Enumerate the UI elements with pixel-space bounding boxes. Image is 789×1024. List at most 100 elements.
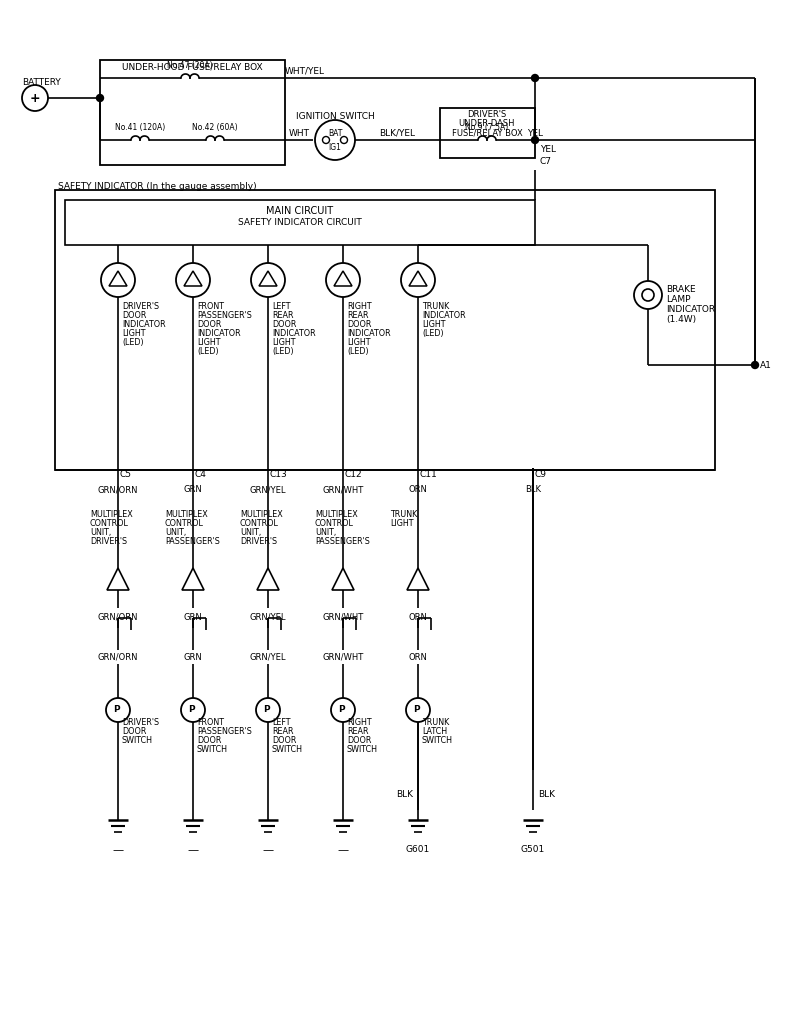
Text: No.47 (20A): No.47 (20A) xyxy=(167,61,213,70)
Text: SWITCH: SWITCH xyxy=(422,736,453,745)
Text: FRONT: FRONT xyxy=(197,302,224,311)
Text: REAR: REAR xyxy=(272,727,294,736)
Text: REAR: REAR xyxy=(272,311,294,319)
Text: —: — xyxy=(338,845,349,855)
Text: PASSENGER'S: PASSENGER'S xyxy=(165,537,220,546)
Text: LIGHT: LIGHT xyxy=(122,329,145,338)
Text: CONTROL: CONTROL xyxy=(165,519,204,528)
Text: ORN: ORN xyxy=(409,613,428,622)
Text: SWITCH: SWITCH xyxy=(122,736,153,745)
Text: INDICATOR: INDICATOR xyxy=(197,329,241,338)
Text: ORN: ORN xyxy=(409,653,428,662)
Text: CONTROL: CONTROL xyxy=(315,519,354,528)
Text: —: — xyxy=(113,845,124,855)
Text: GRN/WHT: GRN/WHT xyxy=(323,613,364,622)
Text: P: P xyxy=(188,706,194,715)
Text: CONTROL: CONTROL xyxy=(90,519,129,528)
Text: LAMP: LAMP xyxy=(666,295,690,304)
Text: C12: C12 xyxy=(345,470,363,479)
Text: C9: C9 xyxy=(535,470,547,479)
Text: LIGHT: LIGHT xyxy=(390,519,413,528)
Text: MULTIPLEX: MULTIPLEX xyxy=(90,510,133,519)
Text: P: P xyxy=(338,706,344,715)
Text: MULTIPLEX: MULTIPLEX xyxy=(165,510,208,519)
Text: No.42 (60A): No.42 (60A) xyxy=(193,123,237,132)
Circle shape xyxy=(323,136,330,143)
Text: SAFETY INDICATOR (In the gauge assembly): SAFETY INDICATOR (In the gauge assembly) xyxy=(58,182,256,191)
Text: PASSENGER'S: PASSENGER'S xyxy=(197,311,252,319)
Text: DOOR: DOOR xyxy=(347,736,372,745)
Circle shape xyxy=(341,136,347,143)
Bar xyxy=(65,200,535,245)
Circle shape xyxy=(251,263,285,297)
Text: REAR: REAR xyxy=(347,311,368,319)
Text: (LED): (LED) xyxy=(197,347,219,356)
Text: DOOR: DOOR xyxy=(347,319,372,329)
Text: BLK/YEL: BLK/YEL xyxy=(379,129,415,138)
Text: No.41 (120A): No.41 (120A) xyxy=(115,123,165,132)
Text: GRN/WHT: GRN/WHT xyxy=(323,653,364,662)
Text: SWITCH: SWITCH xyxy=(197,745,228,754)
Text: RIGHT: RIGHT xyxy=(347,302,372,311)
Circle shape xyxy=(401,263,435,297)
Text: GRN/WHT: GRN/WHT xyxy=(323,485,364,495)
Text: FRONT: FRONT xyxy=(197,718,224,727)
Text: BAT: BAT xyxy=(327,129,342,138)
Text: GRN/ORN: GRN/ORN xyxy=(98,485,138,495)
Circle shape xyxy=(751,361,758,369)
Text: RIGHT: RIGHT xyxy=(347,718,372,727)
Text: TRUNK: TRUNK xyxy=(422,302,449,311)
Text: UNDER-HOOD FUSE/RELAY BOX: UNDER-HOOD FUSE/RELAY BOX xyxy=(122,62,262,71)
Text: LIGHT: LIGHT xyxy=(422,319,446,329)
Text: LIGHT: LIGHT xyxy=(197,338,220,347)
Text: LATCH: LATCH xyxy=(422,727,447,736)
Text: MULTIPLEX: MULTIPLEX xyxy=(240,510,282,519)
Text: BLK: BLK xyxy=(396,790,413,799)
Text: UNIT,: UNIT, xyxy=(315,528,336,537)
Text: DRIVER'S: DRIVER'S xyxy=(467,110,507,119)
Text: TRUNK: TRUNK xyxy=(422,718,449,727)
Bar xyxy=(55,190,715,470)
Text: DOOR: DOOR xyxy=(272,319,297,329)
Text: UNDER-DASH: UNDER-DASH xyxy=(458,119,515,128)
Text: GRN/YEL: GRN/YEL xyxy=(250,485,286,495)
Text: BLK: BLK xyxy=(525,485,541,495)
Text: DOOR: DOOR xyxy=(197,736,222,745)
Text: ORN: ORN xyxy=(409,485,428,495)
Text: YEL: YEL xyxy=(527,129,543,138)
Bar xyxy=(100,60,285,165)
Text: INDICATOR: INDICATOR xyxy=(122,319,166,329)
Circle shape xyxy=(256,698,280,722)
Text: SWITCH: SWITCH xyxy=(347,745,378,754)
Text: BATTERY: BATTERY xyxy=(22,78,61,87)
Text: —: — xyxy=(188,845,199,855)
Circle shape xyxy=(101,263,135,297)
Text: WHT: WHT xyxy=(289,129,309,138)
Circle shape xyxy=(22,85,48,111)
Circle shape xyxy=(181,698,205,722)
Text: No.9 (7.5A): No.9 (7.5A) xyxy=(466,123,509,132)
Text: (1.4W): (1.4W) xyxy=(666,315,696,324)
Text: (LED): (LED) xyxy=(347,347,368,356)
Text: PASSENGER'S: PASSENGER'S xyxy=(197,727,252,736)
Text: REAR: REAR xyxy=(347,727,368,736)
Circle shape xyxy=(176,263,210,297)
Text: C11: C11 xyxy=(420,470,438,479)
Text: DRIVER'S: DRIVER'S xyxy=(240,537,277,546)
Circle shape xyxy=(532,75,539,82)
Text: BRAKE: BRAKE xyxy=(666,285,696,294)
Text: G601: G601 xyxy=(406,845,430,854)
Text: GRN/YEL: GRN/YEL xyxy=(250,653,286,662)
Text: DOOR: DOOR xyxy=(122,727,147,736)
Text: UNIT,: UNIT, xyxy=(90,528,111,537)
Circle shape xyxy=(326,263,360,297)
Text: DRIVER'S: DRIVER'S xyxy=(122,302,159,311)
Text: DOOR: DOOR xyxy=(122,311,147,319)
Text: G501: G501 xyxy=(521,845,545,854)
Text: WHT/YEL: WHT/YEL xyxy=(285,66,325,75)
Text: DOOR: DOOR xyxy=(272,736,297,745)
Circle shape xyxy=(96,94,103,101)
Text: MAIN CIRCUIT: MAIN CIRCUIT xyxy=(267,206,334,216)
Text: LIGHT: LIGHT xyxy=(347,338,371,347)
Text: SWITCH: SWITCH xyxy=(272,745,303,754)
